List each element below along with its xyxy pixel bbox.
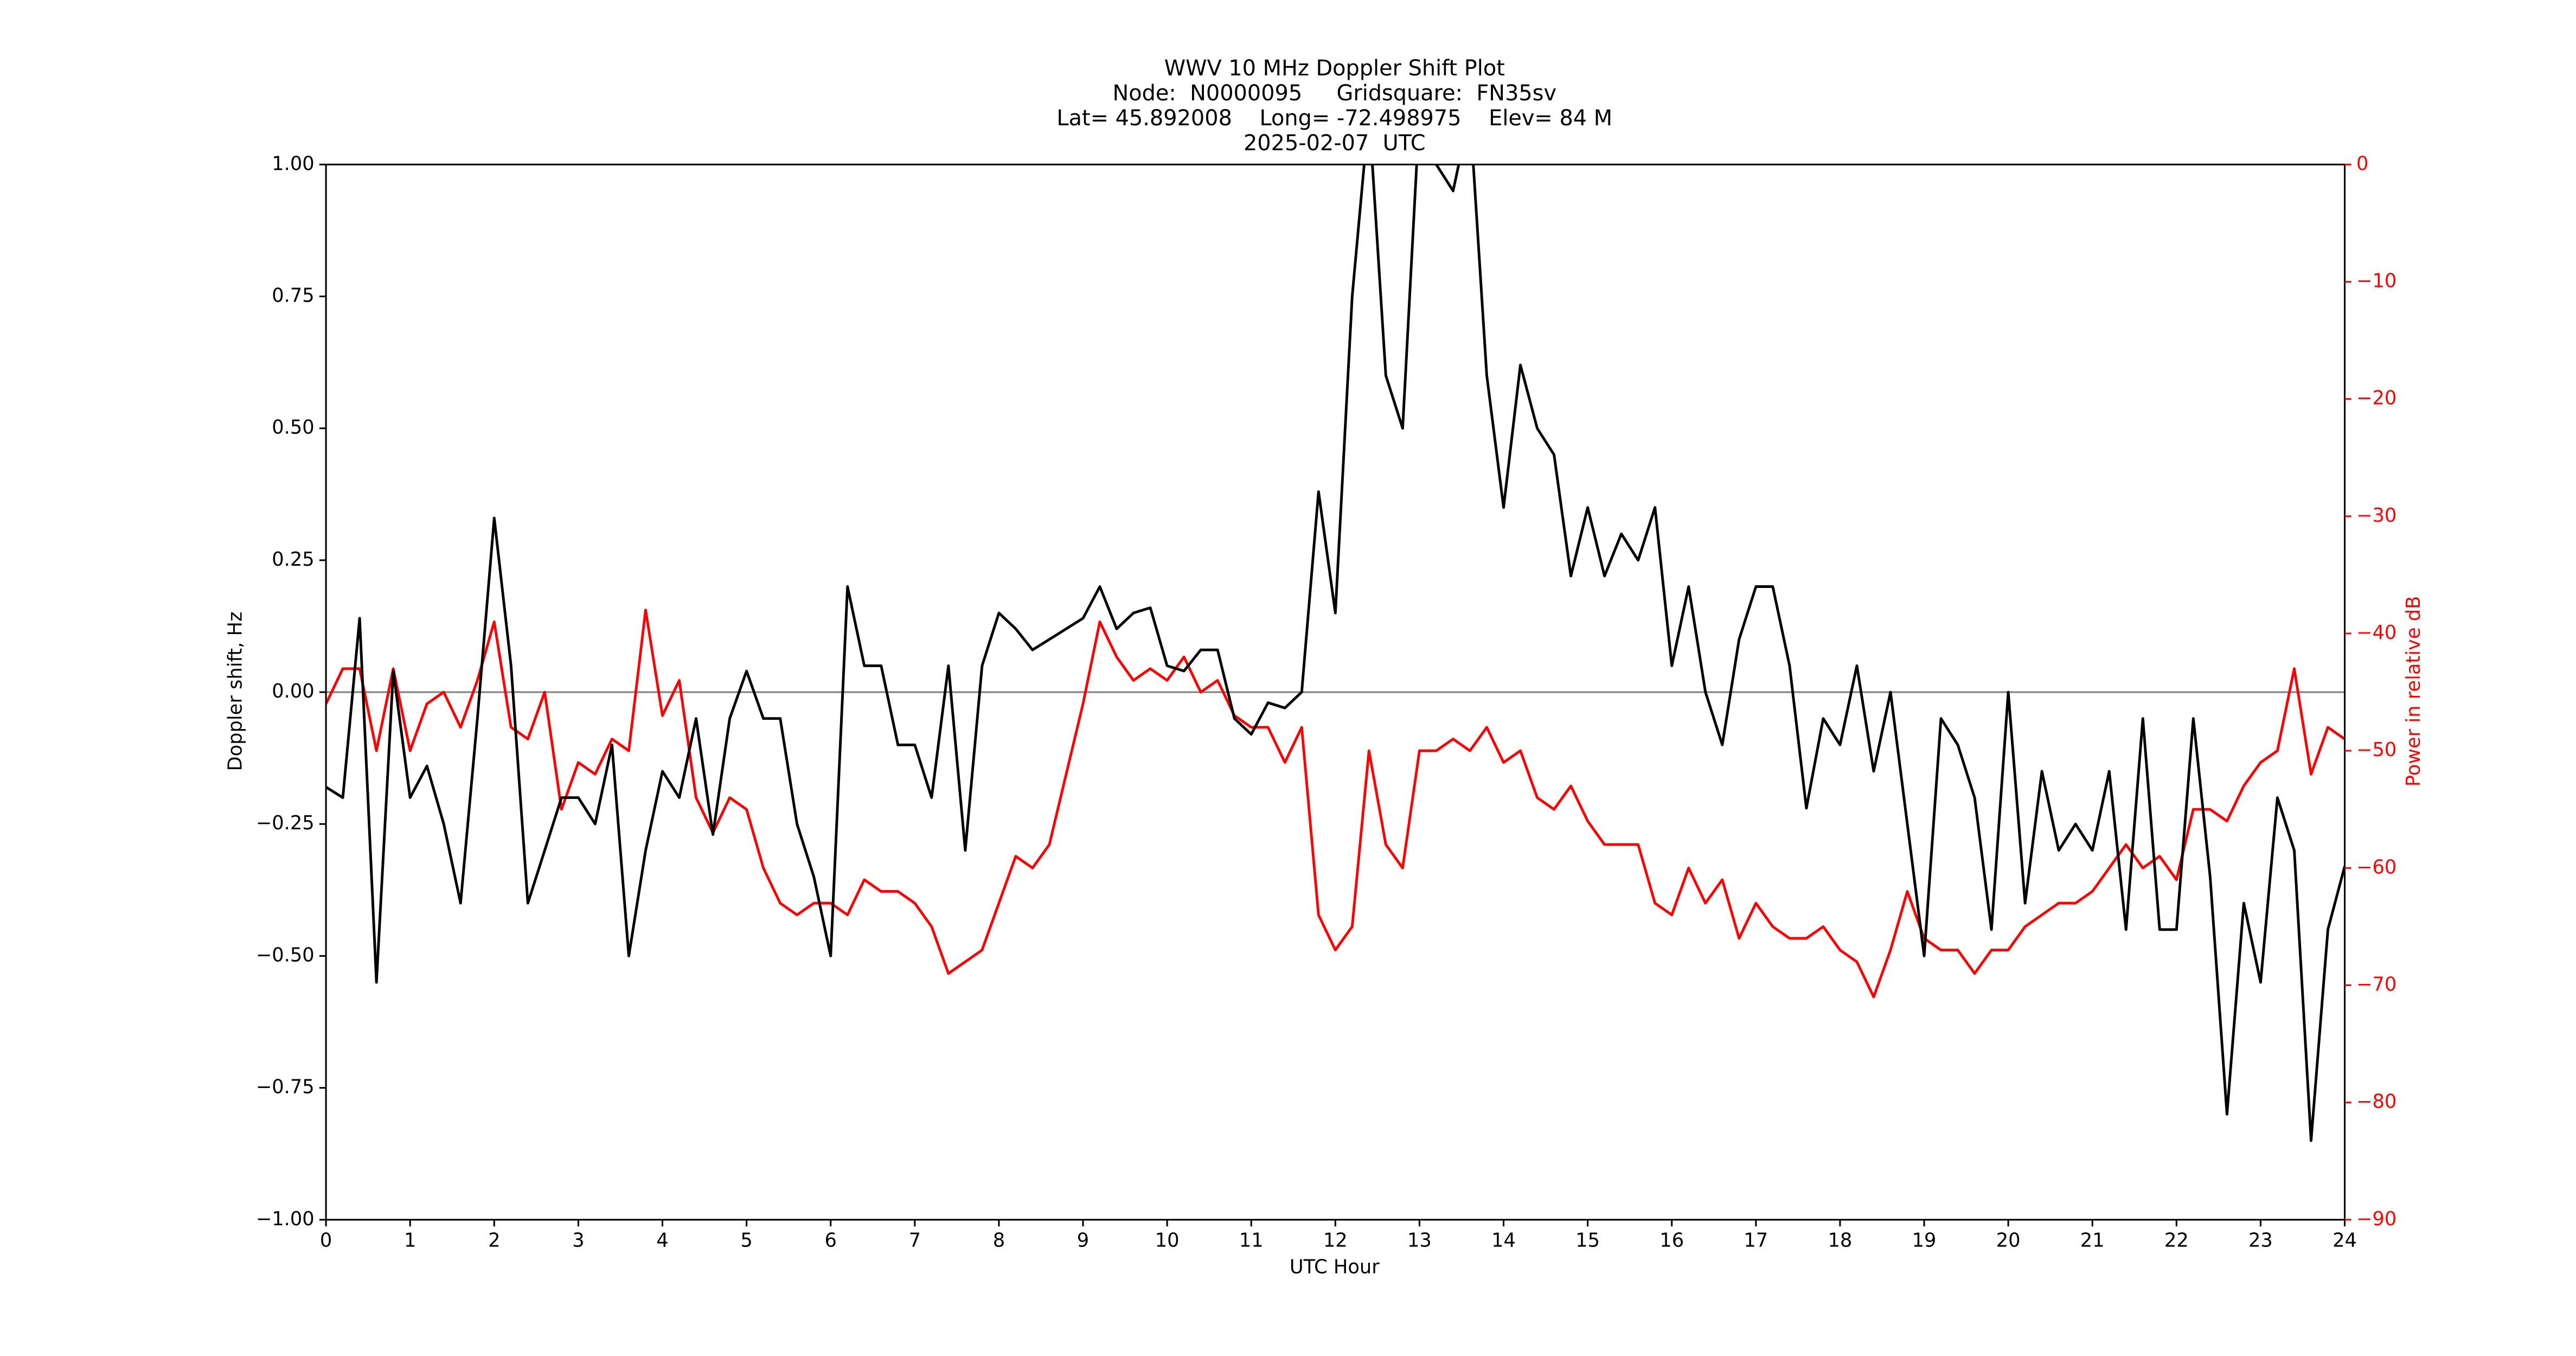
x-tick-label: 24: [2333, 1230, 2357, 1252]
chart-title: WWV 10 MHz Doppler Shift Plot: [1164, 56, 1505, 81]
x-tick-label: 11: [1239, 1230, 1264, 1252]
y2-tick-label: −20: [2356, 387, 2396, 410]
plot-frame: [325, 163, 2346, 1221]
x-tick-label: 12: [1323, 1230, 1348, 1252]
y2-tick-label: −50: [2356, 739, 2396, 761]
x-tick-label: 22: [2164, 1230, 2189, 1252]
y2-tick-label: −10: [2356, 270, 2396, 292]
x-tick-label: 2: [488, 1230, 500, 1252]
y2-tick-label: −40: [2356, 622, 2396, 644]
data-line: [326, 164, 2345, 1142]
y2-tick-label: −30: [2356, 504, 2396, 527]
y2-tick-label: −60: [2356, 856, 2396, 878]
y2-axis-label: Power in relative dB: [2402, 596, 2425, 787]
y-tick-label: −0.75: [256, 1076, 315, 1098]
x-tick-label: 5: [740, 1230, 752, 1252]
y-tick-label: 0.75: [272, 284, 314, 306]
x-tick-label: 17: [1744, 1230, 1768, 1252]
y-tick-label: 0.25: [272, 548, 314, 571]
y-tick-label: −0.25: [256, 812, 315, 834]
x-tick-label: 14: [1491, 1230, 1516, 1252]
x-tick-label: 23: [2248, 1230, 2273, 1252]
x-tick-label: 8: [993, 1230, 1005, 1252]
y-tick-label: 0.00: [272, 680, 314, 702]
x-tick-label: 16: [1659, 1230, 1684, 1252]
x-tick-label: 6: [824, 1230, 836, 1252]
x-tick-label: 3: [572, 1230, 584, 1252]
y-axis-label: Doppler shift, Hz: [225, 612, 247, 771]
chart-subtitle: 2025-02-07 UTC: [1244, 131, 1426, 156]
x-tick-label: 7: [909, 1230, 921, 1252]
x-tick-label: 20: [1996, 1230, 2021, 1252]
y2-tick-label: −70: [2356, 973, 2396, 995]
chart-subtitle: Lat= 45.892008 Long= -72.498975 Elev= 84…: [1056, 106, 1612, 131]
x-tick-label: 4: [656, 1230, 668, 1252]
x-tick-label: 1: [404, 1230, 416, 1252]
x-tick-label: 9: [1077, 1230, 1089, 1252]
y2-tick-label: −80: [2356, 1091, 2396, 1113]
x-tick-label: 13: [1407, 1230, 1432, 1252]
x-tick-label: 0: [320, 1230, 332, 1252]
y-tick-label: 0.50: [272, 417, 314, 439]
x-tick-label: 21: [2080, 1230, 2105, 1252]
plot-area: [326, 164, 2345, 1142]
x-tick-label: 19: [1912, 1230, 1937, 1252]
x-tick-label: 15: [1575, 1230, 1600, 1252]
x-tick-label: 10: [1155, 1230, 1180, 1252]
y-tick-label: −1.00: [256, 1208, 315, 1230]
y-tick-label: 1.00: [272, 152, 314, 175]
x-axis-label: UTC Hour: [1290, 1256, 1380, 1278]
y-tick-label: −0.50: [256, 944, 315, 966]
x-tick-label: 18: [1828, 1230, 1853, 1252]
data-line: [326, 609, 2345, 999]
y2-tick-label: 0: [2356, 152, 2368, 175]
y2-tick-label: −90: [2356, 1208, 2396, 1230]
chart-subtitle: Node: N0000095 Gridsquare: FN35sv: [1113, 81, 1557, 106]
